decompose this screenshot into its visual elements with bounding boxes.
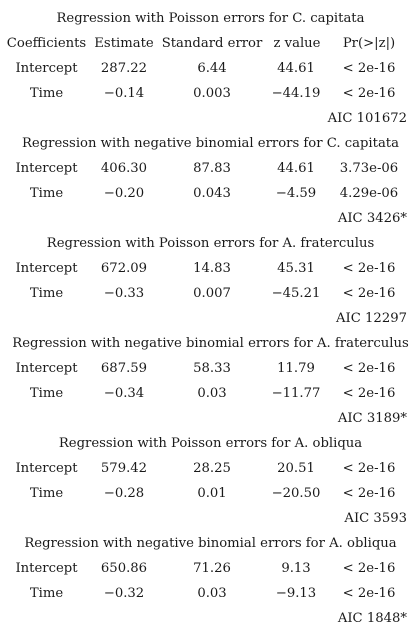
estimate-value: −0.34	[103, 386, 145, 401]
aic-value: AIC 12297	[336, 311, 407, 326]
estimate-value: 406.30	[100, 161, 148, 176]
row-label: Time	[29, 286, 64, 301]
section-title: Regression with Poisson errors for A. fr…	[46, 236, 375, 251]
standard-error-value: 87.83	[193, 161, 231, 176]
section-a-fraterculus-poisson: Regression with Poisson errors for A. fr…	[0, 231, 415, 331]
p-value: < 2e-16	[342, 86, 396, 101]
section-title: Regression with negative binomial errors…	[12, 336, 409, 351]
standard-error-value: 58.33	[193, 361, 231, 376]
row-label: Intercept	[15, 61, 78, 76]
table-row: Intercept 672.09 14.83 45.31 < 2e-16	[0, 256, 415, 281]
aic-value: AIC 101672	[327, 111, 407, 126]
row-label: Time	[29, 186, 64, 201]
section-title: Regression with negative binomial errors…	[24, 536, 397, 551]
estimate-value: −0.32	[103, 586, 145, 601]
z-value: −9.13	[275, 586, 317, 601]
p-value: < 2e-16	[342, 461, 396, 476]
section-title: Regression with Poisson errors for A. ob…	[58, 436, 363, 451]
standard-error-value: 0.043	[193, 186, 231, 201]
table-row: Time −0.34 0.03 −11.77 < 2e-16	[0, 381, 415, 406]
header-standard-error: Standard error	[161, 36, 263, 51]
row-label: Time	[29, 86, 64, 101]
z-value: 20.51	[277, 461, 315, 476]
p-value: < 2e-16	[342, 286, 396, 301]
z-value: 11.79	[277, 361, 315, 376]
estimate-value: −0.28	[103, 486, 145, 501]
p-value: < 2e-16	[342, 61, 396, 76]
table-row: Intercept 287.22 6.44 44.61 < 2e-16	[0, 56, 415, 81]
table-row: Time −0.14 0.003 −44.19 < 2e-16	[0, 81, 415, 106]
header-z-value: z value	[273, 36, 321, 51]
standard-error-value: 6.44	[197, 61, 227, 76]
row-label: Time	[29, 486, 64, 501]
table-row: Time −0.20 0.043 −4.59 4.29e-06	[0, 181, 415, 206]
estimate-value: 672.09	[100, 261, 148, 276]
aic-value: AIC 3189*	[337, 411, 407, 426]
section-c-capitata-negbin: Regression with negative binomial errors…	[0, 131, 415, 231]
row-label: Time	[29, 386, 64, 401]
table-row: Intercept 650.86 71.26 9.13 < 2e-16	[0, 556, 415, 581]
estimate-value: 650.86	[100, 561, 148, 576]
section-a-obliqua-negbin: Regression with negative binomial errors…	[0, 531, 415, 631]
p-value: 3.73e-06	[339, 161, 399, 176]
p-value: < 2e-16	[342, 386, 396, 401]
standard-error-value: 0.003	[193, 86, 231, 101]
standard-error-value: 28.25	[193, 461, 231, 476]
aic-value: AIC 3593	[344, 511, 407, 526]
aic-value: AIC 1848*	[337, 611, 407, 626]
section-a-obliqua-poisson: Regression with Poisson errors for A. ob…	[0, 431, 415, 531]
header-estimate: Estimate	[94, 36, 154, 51]
p-value: < 2e-16	[342, 561, 396, 576]
row-label: Intercept	[15, 161, 78, 176]
standard-error-value: 0.03	[197, 586, 227, 601]
aic-value: AIC 3426*	[337, 211, 407, 226]
row-label: Intercept	[15, 461, 78, 476]
row-label: Intercept	[15, 561, 78, 576]
standard-error-value: 14.83	[193, 261, 231, 276]
estimate-value: −0.33	[103, 286, 145, 301]
z-value: −20.50	[271, 486, 321, 501]
z-value: 44.61	[277, 161, 315, 176]
table-row: Intercept 579.42 28.25 20.51 < 2e-16	[0, 456, 415, 481]
standard-error-value: 0.03	[197, 386, 227, 401]
estimate-value: −0.20	[103, 186, 145, 201]
z-value: 44.61	[277, 61, 315, 76]
section-a-fraterculus-negbin: Regression with negative binomial errors…	[0, 331, 415, 431]
p-value: < 2e-16	[342, 586, 396, 601]
table-row: Intercept 687.59 58.33 11.79 < 2e-16	[0, 356, 415, 381]
row-label: Intercept	[15, 261, 78, 276]
row-label: Time	[29, 586, 64, 601]
z-value: −11.77	[271, 386, 321, 401]
estimate-value: 687.59	[100, 361, 148, 376]
z-value: −4.59	[275, 186, 317, 201]
standard-error-value: 0.007	[193, 286, 231, 301]
estimate-value: 287.22	[100, 61, 148, 76]
section-title: Regression with negative binomial errors…	[22, 136, 399, 151]
estimate-value: −0.14	[103, 86, 145, 101]
z-value: −45.21	[271, 286, 321, 301]
z-value: −44.19	[271, 86, 321, 101]
z-value: 45.31	[277, 261, 315, 276]
header-coefficients: Coefficients	[6, 36, 87, 51]
standard-error-value: 0.01	[197, 486, 227, 501]
header-row: Coefficients Estimate Standard error z v…	[0, 31, 415, 56]
section-c-capitata-poisson: Regression with Poisson errors for C. ca…	[0, 6, 415, 131]
section-title: Regression with Poisson errors for C. ca…	[56, 11, 365, 26]
p-value: < 2e-16	[342, 361, 396, 376]
table-row: Intercept 406.30 87.83 44.61 3.73e-06	[0, 156, 415, 181]
header-p-value: Pr(>|z|)	[342, 36, 396, 51]
row-label: Intercept	[15, 361, 78, 376]
z-value: 9.13	[281, 561, 311, 576]
table-row: Time −0.33 0.007 −45.21 < 2e-16	[0, 281, 415, 306]
table-row: Time −0.32 0.03 −9.13 < 2e-16	[0, 581, 415, 606]
p-value: < 2e-16	[342, 486, 396, 501]
table-row: Time −0.28 0.01 −20.50 < 2e-16	[0, 481, 415, 506]
standard-error-value: 71.26	[193, 561, 231, 576]
p-value: < 2e-16	[342, 261, 396, 276]
p-value: 4.29e-06	[339, 186, 399, 201]
estimate-value: 579.42	[100, 461, 148, 476]
